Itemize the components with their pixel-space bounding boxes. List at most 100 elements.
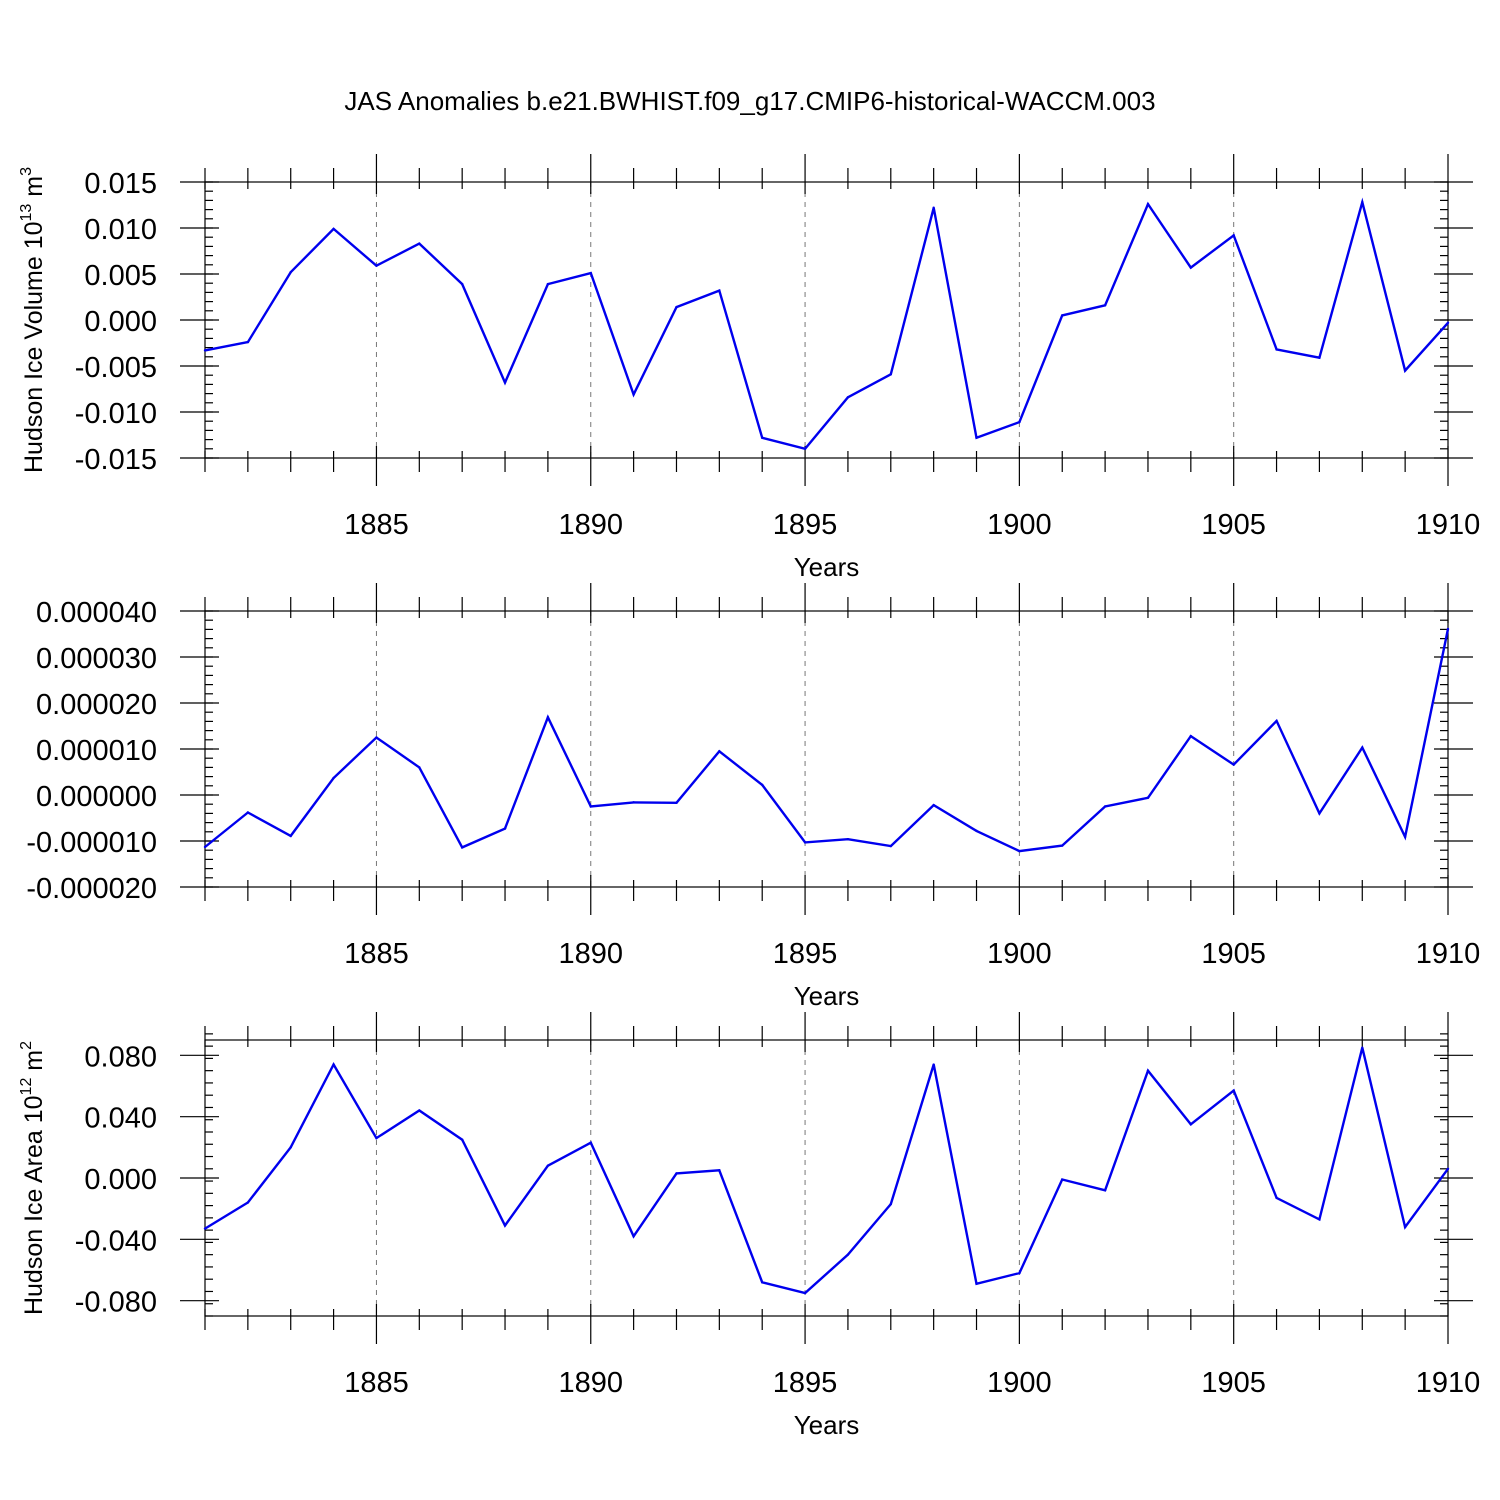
data-point (1061, 1178, 1064, 1181)
data-point (203, 1227, 207, 1230)
data-point (1018, 420, 1021, 424)
y-tick-label: 0.000010 (36, 735, 157, 767)
panel-3: 1885 1890 1895 1900 1905 1910 0.080 0.040 0.000 -… (18, 1012, 1480, 1440)
y-tick-label: -0.005 (75, 352, 157, 384)
x-axis-label: Years (794, 1410, 860, 1440)
data-point (1446, 627, 1450, 631)
panel-2: 1885 1890 1895 1900 1905 1910 0.000040 0.000030… (26, 583, 1480, 1011)
x-axis-label: Years (794, 552, 860, 582)
data-point (289, 1146, 292, 1149)
data-point (246, 1201, 250, 1204)
y-tick-label: 0.000020 (36, 689, 157, 721)
data-point (675, 305, 678, 309)
data-point (1361, 201, 1364, 204)
data-point (1403, 369, 1407, 372)
x-tick-label: 1905 (1201, 1367, 1266, 1399)
y-axis-label: Hudson Ice Volume 1013 m3 (18, 167, 48, 473)
x-axis-label: Years (794, 981, 860, 1011)
data-point (1146, 1069, 1150, 1072)
data-point (418, 242, 421, 245)
data-point (1189, 1123, 1193, 1126)
data-point (1018, 849, 1021, 853)
data-point (503, 381, 507, 384)
data-point (675, 1172, 678, 1175)
y-tick-label: 0.000 (84, 1164, 157, 1196)
data-point (1232, 1089, 1235, 1092)
data-point (803, 1291, 807, 1295)
data-point (1189, 266, 1193, 269)
data-point (761, 436, 764, 439)
data-point (1061, 844, 1064, 847)
y-tick-label: 0.000040 (36, 597, 157, 629)
data-point (589, 271, 592, 275)
data-point (460, 846, 464, 849)
y-tick-label: -0.000020 (26, 873, 157, 905)
data-point (332, 227, 335, 231)
data-point (1061, 314, 1064, 317)
data-point (1361, 746, 1364, 749)
x-tick-label: 1905 (1201, 938, 1266, 970)
data-point (846, 1253, 850, 1256)
data-point (332, 1063, 335, 1066)
data-point (975, 829, 978, 833)
data-point (803, 841, 807, 844)
data-point (203, 349, 207, 352)
data-point (375, 264, 378, 267)
x-tick-label: 1905 (1201, 509, 1266, 541)
plot-frame (204, 181, 1449, 459)
y-axis-label-unit: m (20, 1050, 48, 1078)
x-tick-label: 1890 (559, 509, 624, 541)
data-point (418, 766, 421, 769)
y-tick-label: 0.015 (84, 168, 157, 200)
y-axis-label-text: Hudson Ice Volume 10 (20, 221, 48, 473)
x-tick-label: 1910 (1416, 938, 1481, 970)
data-point (418, 1109, 421, 1112)
data-point (1318, 1218, 1321, 1221)
x-tick-label: 1890 (559, 1367, 624, 1399)
x-tick-label: 1885 (344, 509, 409, 541)
data-point (932, 803, 935, 807)
y-axis-label-exponent: 13 (18, 204, 35, 222)
data-point (589, 805, 592, 808)
data-point (803, 447, 807, 450)
y-tick-label: -0.040 (75, 1225, 157, 1257)
data-point (889, 373, 892, 376)
data-point (718, 750, 721, 753)
data-point (332, 776, 335, 780)
panels: 1885 1890 1895 1900 1905 1910 0.015 0.010 0.005 0… (18, 154, 1480, 1440)
data-point (289, 834, 292, 838)
data-point (589, 1141, 592, 1144)
y-tick-label: 0.080 (84, 1041, 157, 1073)
series-line (204, 197, 1449, 451)
data-point (1232, 234, 1235, 237)
y-axis-label: Hudson Ice Area 1012 m2 (18, 1041, 48, 1315)
data-point (460, 282, 464, 286)
y-axis-label-unit-exponent: 3 (18, 167, 35, 176)
data-point (203, 845, 207, 849)
y-tick-label: 0.000 (84, 306, 157, 338)
data-point (1103, 1189, 1107, 1192)
chart-title: JAS Anomalies b.e21.BWHIST.f09_g17.CMIP6… (344, 86, 1155, 116)
data-point (975, 1282, 978, 1286)
data-point (1146, 202, 1150, 206)
data-point (975, 436, 978, 439)
y-tick-label: 0.000030 (36, 643, 157, 675)
data-point (246, 811, 250, 814)
data-point (632, 1235, 635, 1238)
y-axis-label-exponent: 12 (18, 1078, 35, 1096)
data-point (761, 1281, 764, 1284)
data-point (1361, 1046, 1364, 1049)
y-tick-label: 0.000000 (36, 781, 157, 813)
data-point (1275, 1196, 1278, 1200)
series-line (204, 628, 1450, 853)
x-tick-label: 1885 (344, 1367, 409, 1399)
x-tick-label: 1900 (987, 1367, 1052, 1399)
data-point (460, 1138, 464, 1141)
data-point (546, 1164, 550, 1167)
x-tick-label: 1890 (559, 938, 624, 970)
y-axis-label-unit: m (20, 176, 48, 204)
panel-1: 1885 1890 1895 1900 1905 1910 0.015 0.010 0.005 0… (18, 154, 1480, 582)
data-point (632, 393, 635, 396)
x-tick-label: 1910 (1416, 509, 1481, 541)
data-point (375, 1136, 378, 1140)
